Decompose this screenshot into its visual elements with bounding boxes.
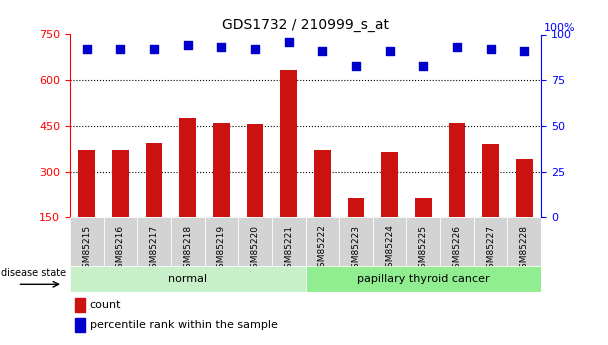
Bar — [247, 125, 263, 217]
Bar — [280, 70, 297, 217]
Point — [116, 46, 125, 52]
Point — [284, 39, 294, 45]
Point — [351, 63, 361, 68]
Text: GSM85218: GSM85218 — [183, 225, 192, 274]
Bar — [75, 298, 85, 312]
Bar — [112, 150, 129, 217]
Bar — [305, 266, 541, 292]
Bar — [238, 217, 272, 266]
Text: normal: normal — [168, 274, 207, 284]
Bar — [103, 217, 137, 266]
Text: GSM85220: GSM85220 — [250, 225, 260, 274]
Text: GSM85221: GSM85221 — [284, 225, 293, 274]
Bar — [348, 198, 364, 217]
Text: GSM85223: GSM85223 — [351, 225, 361, 274]
Bar — [171, 217, 204, 266]
Bar — [70, 217, 103, 266]
Text: GSM85224: GSM85224 — [385, 225, 394, 274]
Bar — [508, 217, 541, 266]
Bar — [339, 217, 373, 266]
Text: count: count — [90, 300, 121, 310]
Text: GSM85217: GSM85217 — [150, 225, 159, 274]
Text: 100%: 100% — [544, 23, 576, 33]
Bar — [474, 217, 508, 266]
Bar — [305, 217, 339, 266]
Bar — [179, 118, 196, 217]
Bar — [314, 150, 331, 217]
Title: GDS1732 / 210999_s_at: GDS1732 / 210999_s_at — [222, 18, 389, 32]
Bar — [137, 217, 171, 266]
Bar — [204, 217, 238, 266]
Bar — [373, 217, 407, 266]
Point — [486, 46, 496, 52]
Point — [385, 48, 395, 54]
Text: GSM85216: GSM85216 — [116, 225, 125, 274]
Text: GSM85228: GSM85228 — [520, 225, 529, 274]
Bar — [213, 123, 230, 217]
Text: GSM85222: GSM85222 — [318, 225, 327, 274]
Text: disease state: disease state — [1, 268, 66, 278]
Bar — [449, 123, 465, 217]
Point — [317, 48, 327, 54]
Text: GSM85219: GSM85219 — [217, 225, 226, 274]
Point — [183, 43, 193, 48]
Bar — [75, 318, 85, 332]
Text: GSM85227: GSM85227 — [486, 225, 495, 274]
Text: papillary thyroid cancer: papillary thyroid cancer — [357, 274, 489, 284]
Point — [418, 63, 428, 68]
Bar — [516, 159, 533, 217]
Point — [149, 46, 159, 52]
Point — [216, 45, 226, 50]
Text: GSM85226: GSM85226 — [452, 225, 461, 274]
Bar — [272, 217, 305, 266]
Text: GSM85225: GSM85225 — [419, 225, 428, 274]
Bar — [78, 150, 95, 217]
Point — [82, 46, 92, 52]
Point — [250, 46, 260, 52]
Bar — [146, 143, 162, 217]
Bar — [482, 144, 499, 217]
Bar — [70, 266, 305, 292]
Text: GSM85215: GSM85215 — [82, 225, 91, 274]
Text: percentile rank within the sample: percentile rank within the sample — [90, 320, 278, 330]
Point — [519, 48, 529, 54]
Bar — [415, 198, 432, 217]
Point — [452, 45, 462, 50]
Bar — [440, 217, 474, 266]
Bar — [381, 152, 398, 217]
Bar — [407, 217, 440, 266]
